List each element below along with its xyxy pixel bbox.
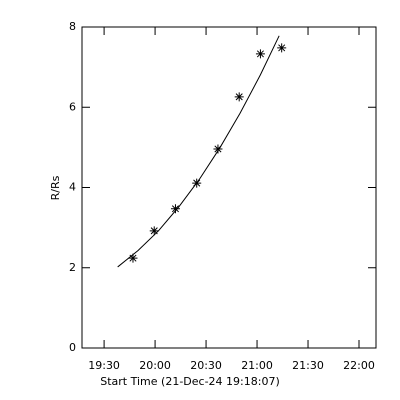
y-tick-label: 4 [69, 181, 76, 194]
y-tick-label: 0 [69, 341, 76, 354]
y-tick-label: 2 [69, 261, 76, 274]
fit-line [117, 35, 280, 268]
data-point [277, 43, 287, 53]
x-tick-label: 21:00 [241, 359, 273, 372]
x-tick-label: 20:00 [139, 359, 171, 372]
data-point [255, 49, 265, 59]
y-tick-label: 8 [69, 20, 76, 33]
x-tick-label: 21:30 [292, 359, 324, 372]
data-point [213, 144, 223, 154]
data-point [128, 253, 138, 263]
x-tick-label: 22:00 [343, 359, 375, 372]
data-point [234, 92, 244, 102]
y-axis-label: R/Rs [49, 175, 62, 200]
data-point [149, 226, 159, 236]
x-axis-label: Start Time (21-Dec-24 19:18:07) [100, 375, 280, 388]
plot-frame [81, 26, 377, 349]
x-tick-label: 20:30 [190, 359, 222, 372]
x-tick-label: 19:30 [88, 359, 120, 372]
data-point [170, 204, 180, 214]
y-tick-label: 6 [69, 100, 76, 113]
